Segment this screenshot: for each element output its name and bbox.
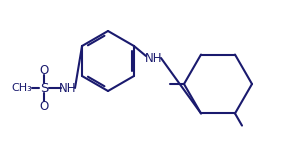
Text: S: S bbox=[40, 81, 48, 95]
Text: O: O bbox=[39, 100, 49, 112]
Text: O: O bbox=[39, 63, 49, 76]
Text: CH₃: CH₃ bbox=[12, 83, 32, 93]
Text: NH: NH bbox=[59, 81, 77, 95]
Text: NH: NH bbox=[145, 51, 163, 64]
